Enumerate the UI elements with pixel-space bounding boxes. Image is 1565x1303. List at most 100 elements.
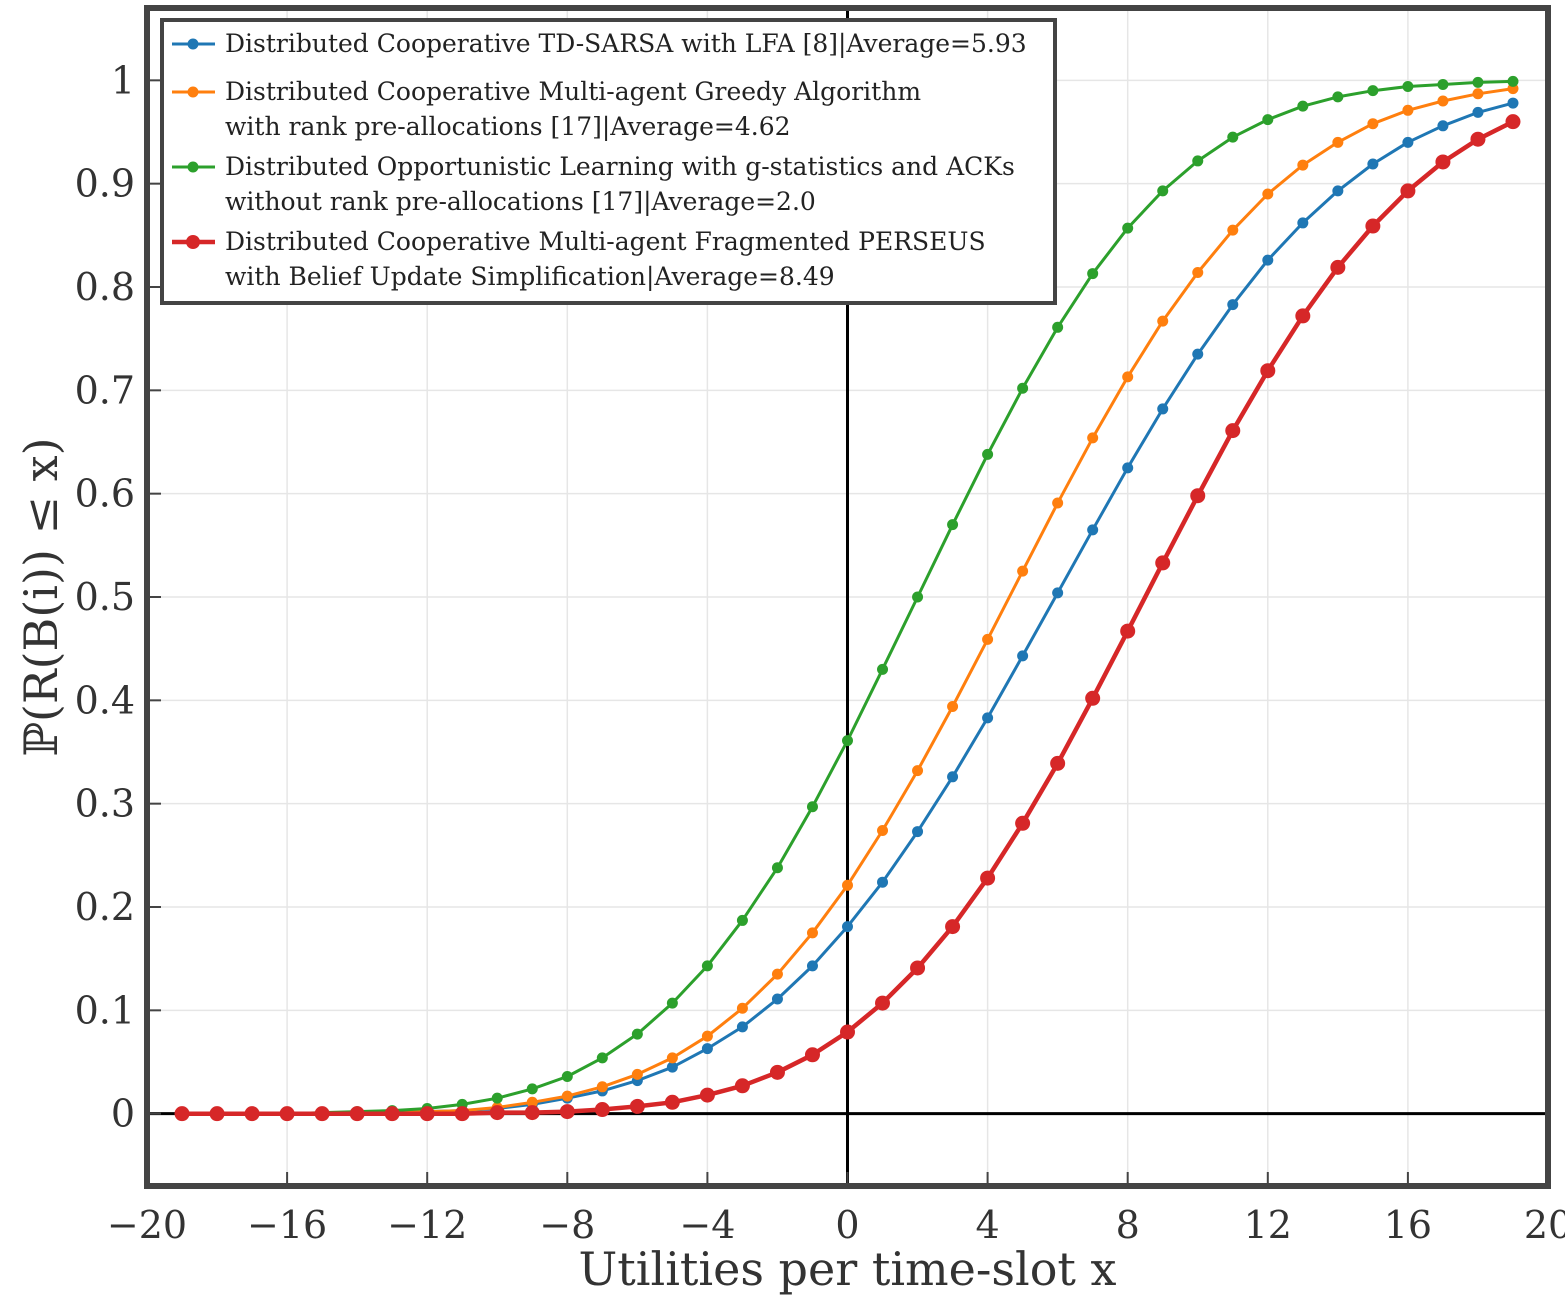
data-point xyxy=(559,1104,575,1120)
data-point xyxy=(1295,308,1311,324)
data-point xyxy=(1120,623,1136,639)
data-point xyxy=(806,801,818,813)
legend-box xyxy=(160,18,1057,305)
data-point xyxy=(1437,78,1449,90)
data-point xyxy=(1402,136,1414,148)
data-point xyxy=(1157,315,1169,327)
data-point xyxy=(596,1052,608,1064)
data-point xyxy=(1402,81,1414,93)
y-tick-label: 0.6 xyxy=(75,472,135,516)
data-point xyxy=(1017,650,1029,662)
x-tick-label: −16 xyxy=(247,1203,327,1247)
series-group xyxy=(174,114,1521,1122)
data-point xyxy=(1122,371,1134,383)
data-point xyxy=(1087,432,1099,444)
x-tick-label: −20 xyxy=(107,1203,187,1247)
data-point xyxy=(912,591,924,603)
data-point xyxy=(1437,95,1449,107)
data-point xyxy=(1262,188,1274,200)
x-axis-ticks: −20 −16 −12 −8 −4 0 4 8 12 16 20 xyxy=(107,1172,1565,1247)
data-point xyxy=(701,960,713,972)
legend-label: with Belief Update Simplification|Averag… xyxy=(225,262,835,292)
legend-entry: Distributed Cooperative TD-SARSA with LF… xyxy=(172,29,1027,59)
legend-label: Distributed Cooperative Multi-agent Frag… xyxy=(225,227,986,256)
data-point xyxy=(1472,76,1484,88)
data-point xyxy=(771,993,783,1005)
data-point xyxy=(1367,85,1379,97)
data-point xyxy=(1155,555,1171,571)
data-point xyxy=(1087,524,1099,536)
data-point xyxy=(561,1090,573,1102)
data-point xyxy=(842,879,853,891)
y-axis-ticks: 0 0.1 0.2 0.3 0.4 0.5 0.6 0.7 0.8 0.9 1 xyxy=(75,58,161,1136)
data-point xyxy=(524,1105,540,1121)
x-tick-label: 20 xyxy=(1524,1203,1565,1247)
data-point xyxy=(912,765,924,777)
data-point xyxy=(561,1070,573,1082)
y-tick-label: 0.9 xyxy=(75,162,135,206)
data-point xyxy=(734,1078,750,1094)
data-point xyxy=(1470,131,1486,147)
data-point xyxy=(701,1030,713,1042)
data-point xyxy=(877,876,889,888)
data-point xyxy=(279,1106,295,1122)
data-point xyxy=(1085,690,1101,706)
data-point xyxy=(804,1047,820,1063)
data-point xyxy=(1400,183,1416,199)
data-point xyxy=(1507,97,1519,109)
data-point xyxy=(1365,218,1381,234)
data-point xyxy=(842,921,853,933)
data-point xyxy=(1122,222,1134,234)
data-point xyxy=(1297,159,1309,171)
data-point xyxy=(631,1068,643,1080)
data-point xyxy=(982,633,994,645)
y-tick-label: 0.2 xyxy=(75,885,135,929)
data-point xyxy=(454,1106,470,1122)
data-point xyxy=(1472,106,1484,118)
data-point xyxy=(736,914,748,926)
x-tick-label: 0 xyxy=(835,1203,859,1247)
x-axis-title: Utilities per time-slot x xyxy=(579,1242,1117,1296)
data-point xyxy=(526,1083,538,1095)
data-point xyxy=(910,960,926,976)
data-point xyxy=(1505,114,1521,130)
data-point xyxy=(1122,462,1134,474)
data-point xyxy=(666,997,678,1009)
data-point xyxy=(912,826,924,838)
legend-entry: Distributed Cooperative Multi-agent Gree… xyxy=(172,77,921,142)
legend-label: Distributed Opportunistic Learning with … xyxy=(225,152,1015,181)
data-point xyxy=(877,663,889,675)
x-tick-label: 8 xyxy=(1116,1203,1140,1247)
data-point xyxy=(701,1043,713,1055)
x-tick-label: 16 xyxy=(1384,1203,1432,1247)
legend-entry: Distributed Opportunistic Learning with … xyxy=(172,152,1015,217)
y-tick-label: 0.3 xyxy=(75,782,135,826)
data-point xyxy=(1227,299,1239,311)
legend-entry: Distributed Cooperative Multi-agent Frag… xyxy=(172,227,986,292)
data-point xyxy=(982,712,994,724)
data-point xyxy=(596,1081,608,1093)
data-point xyxy=(1190,488,1206,504)
data-point xyxy=(947,701,959,713)
data-point xyxy=(526,1096,538,1108)
data-point xyxy=(840,1024,855,1040)
data-point xyxy=(699,1087,715,1103)
x-tick-label: −12 xyxy=(387,1203,467,1247)
data-point xyxy=(384,1106,400,1122)
data-point xyxy=(666,1052,678,1064)
data-point xyxy=(1367,118,1379,130)
data-point xyxy=(1507,75,1519,87)
series-layer xyxy=(174,75,1521,1122)
data-point xyxy=(1402,104,1414,116)
data-point xyxy=(980,870,996,886)
data-point xyxy=(1017,382,1029,394)
data-point xyxy=(1052,587,1064,599)
data-point xyxy=(1297,100,1309,112)
data-point xyxy=(489,1105,505,1121)
data-point xyxy=(1262,254,1274,266)
data-point xyxy=(349,1106,365,1122)
data-point xyxy=(1367,158,1379,170)
data-point xyxy=(947,771,959,783)
data-point xyxy=(1192,267,1204,279)
